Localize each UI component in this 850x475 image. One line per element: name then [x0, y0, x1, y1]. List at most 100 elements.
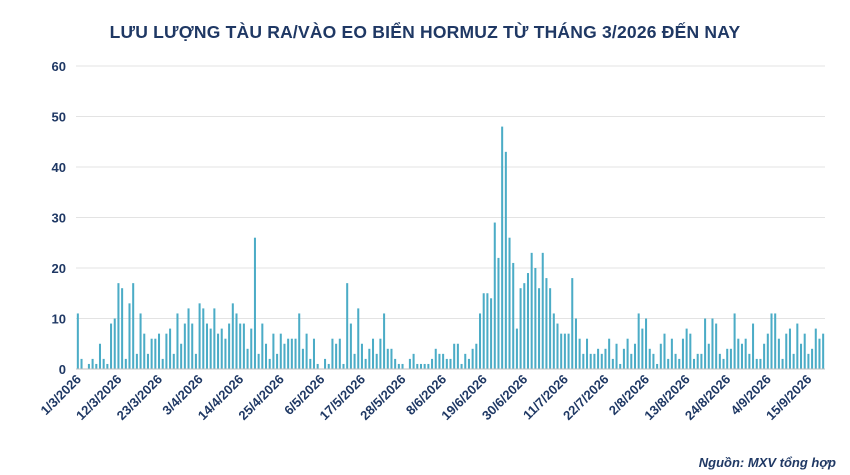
bar — [608, 338, 611, 369]
bar — [722, 358, 725, 369]
bar — [715, 323, 718, 369]
bar — [419, 363, 422, 369]
bar — [615, 343, 618, 369]
bar — [372, 338, 375, 369]
bar — [652, 353, 655, 369]
bar — [788, 328, 791, 369]
bar — [508, 237, 511, 369]
bar — [161, 358, 164, 369]
bar — [427, 363, 430, 369]
bar — [456, 343, 459, 369]
bar — [438, 353, 441, 369]
bar — [729, 348, 732, 369]
bar — [194, 353, 197, 369]
bar — [519, 288, 522, 369]
bar — [693, 358, 696, 369]
bar — [346, 283, 349, 369]
bar — [630, 353, 633, 369]
bar — [397, 363, 400, 369]
bar — [759, 358, 762, 369]
bar — [453, 343, 456, 369]
bar — [128, 303, 131, 369]
bar — [549, 288, 552, 369]
bar — [515, 328, 518, 369]
bar — [681, 338, 684, 369]
bar — [667, 358, 670, 369]
y-tick-label: 0 — [59, 362, 66, 377]
bar — [235, 313, 238, 369]
bar — [493, 222, 496, 369]
bar — [718, 353, 721, 369]
bar — [117, 283, 120, 369]
bar — [143, 333, 146, 369]
bar — [597, 348, 600, 369]
bar — [106, 363, 109, 369]
bar — [246, 348, 249, 369]
bar — [700, 353, 703, 369]
bar — [239, 323, 242, 369]
bar — [641, 328, 644, 369]
bar — [766, 333, 769, 369]
bar — [467, 358, 470, 369]
bar — [272, 333, 275, 369]
bar — [752, 323, 755, 369]
bar — [383, 313, 386, 369]
bar — [301, 348, 304, 369]
y-tick-label: 50 — [52, 110, 66, 125]
bar — [704, 318, 707, 369]
bar — [287, 338, 290, 369]
bar — [290, 338, 293, 369]
bar — [619, 363, 622, 369]
bar — [449, 358, 452, 369]
bar — [726, 348, 729, 369]
source-note: Nguồn: MXV tổng hợp — [698, 455, 836, 470]
bar — [416, 363, 419, 369]
bar — [770, 313, 773, 369]
bar — [408, 358, 411, 369]
bar — [220, 328, 223, 369]
bar — [670, 338, 673, 369]
bar — [818, 338, 821, 369]
bar — [814, 328, 817, 369]
bar — [803, 333, 806, 369]
bar — [158, 333, 161, 369]
bar — [556, 323, 559, 369]
bar — [338, 338, 341, 369]
bar — [154, 338, 157, 369]
bar — [298, 313, 301, 369]
bar — [95, 363, 98, 369]
bar — [305, 333, 308, 369]
bar — [552, 313, 555, 369]
bar — [91, 358, 94, 369]
bar — [191, 323, 194, 369]
bar — [792, 353, 795, 369]
bar — [217, 333, 220, 369]
bar — [169, 328, 172, 369]
bar — [678, 358, 681, 369]
bar — [257, 353, 260, 369]
bar — [523, 283, 526, 369]
bar — [663, 333, 666, 369]
bar — [283, 343, 286, 369]
bar — [412, 353, 415, 369]
bar — [475, 343, 478, 369]
bar — [242, 323, 245, 369]
y-tick-label: 40 — [52, 160, 66, 175]
bar — [464, 353, 467, 369]
bar — [611, 358, 614, 369]
bar — [353, 353, 356, 369]
bar — [250, 328, 253, 369]
bar — [176, 313, 179, 369]
y-tick-label: 60 — [52, 59, 66, 74]
bar — [324, 358, 327, 369]
bar — [431, 358, 434, 369]
bar — [501, 126, 504, 369]
bar — [748, 353, 751, 369]
bar — [198, 303, 201, 369]
bar — [386, 348, 389, 369]
bar — [309, 358, 312, 369]
bar — [811, 348, 814, 369]
bar — [265, 343, 268, 369]
bar — [360, 343, 363, 369]
